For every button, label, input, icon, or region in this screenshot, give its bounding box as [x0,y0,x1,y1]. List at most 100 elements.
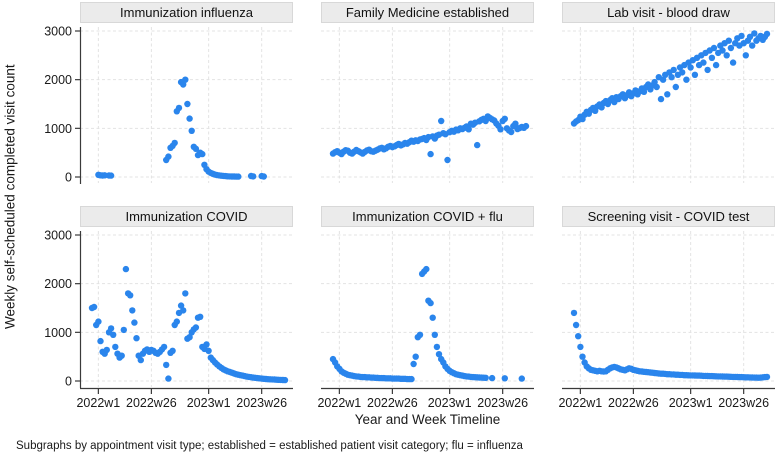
data-point [188,127,195,134]
data-point [738,32,745,40]
scatter-canvas: 2022w1 2022w26 2023w1 2023w26 [558,231,775,410]
data-point [110,331,117,338]
panel-immunization-covid: Immunization COVID 0 1000 2000 3000 2022w1 20… [44,206,293,410]
data-point [687,64,694,71]
data-point [107,172,115,179]
panel-immunization-influenza: Immunization influenza 0 1000 2000 3000 [44,2,293,186]
data-point [749,42,756,49]
data-point [700,59,707,66]
data-point [501,115,508,123]
data-point [165,153,172,160]
panel-title-strip: Immunization COVID [80,206,293,227]
data-point [465,126,472,133]
data-point [719,47,726,54]
x-axis-title: Year and Week Timeline [354,412,501,427]
data-point [120,326,127,334]
data-point [160,343,168,351]
data-point [416,331,424,338]
data-point [169,347,176,354]
y-tick-label: 3000 [44,229,72,243]
x-tick-label: 2023w1 [428,396,472,410]
data-point [103,346,110,354]
data-point [670,66,677,74]
data-point [107,325,115,332]
data-point [433,343,441,351]
data-point [668,74,675,81]
data-point [763,30,771,38]
data-point [653,83,660,91]
data-point [127,292,134,299]
data-point [577,343,584,351]
data-point [679,69,686,76]
data-point [177,302,185,309]
data-point [501,375,508,382]
x-tick-label: 2022w1 [558,396,602,410]
panel-immunization-covid-flu: Immunization COVID + flu 2022w1 2022w26 20… [317,206,534,410]
x-tick-label: 2022w26 [367,396,418,410]
x-tick-label: 2022w1 [76,396,120,410]
y-tick-label: 3000 [44,25,72,39]
data-point [427,150,434,158]
y-tick-label: 1000 [44,122,72,136]
data-point [205,347,212,354]
data-point [522,122,530,130]
data-point [412,353,419,360]
data-point [131,319,138,326]
data-point [570,309,578,317]
data-point [410,360,417,368]
panels-grid: Immunization influenza 0 1000 2000 3000 Fam… [44,2,775,410]
data-point [431,331,438,338]
data-point [725,37,732,44]
data-point [192,324,200,331]
data-point [112,343,119,351]
data-point [664,91,671,98]
panel-title: Immunization COVID + flu [352,209,503,224]
data-point [427,299,434,307]
data-point [95,318,102,325]
y-tick-label: 0 [65,171,72,185]
panel-title-strip: Immunization COVID + flu [321,206,534,227]
panel-family-medicine-established: Family Medicine established [321,2,534,186]
data-point [122,265,130,273]
panel-title-strip: Immunization influenza [80,2,293,23]
data-point [90,303,98,311]
data-point [729,59,737,66]
data-point [235,173,242,180]
data-point [118,352,125,359]
data-point [488,374,496,382]
data-point [751,30,758,37]
data-point [651,78,658,86]
data-point [173,318,180,325]
panel-title-strip: Lab visit - blood draw [562,2,775,23]
y-axis-title: Weekly self-scheduled completed visit co… [2,64,18,330]
panel-screening-visit-covid-test: Screening visit - COVID test 2022w1 2022w… [558,206,775,410]
data-point [672,83,679,91]
x-tick-label: 2022w26 [126,396,177,410]
data-point [712,61,720,69]
y-tick-label: 1000 [44,326,72,340]
data-point [137,356,144,364]
data-point [133,335,140,342]
x-tick-label: 2023w26 [236,396,287,410]
data-point [497,126,504,133]
data-point [444,156,451,164]
data-point [408,375,415,383]
data-point [708,54,716,61]
data-point [129,307,136,314]
panel-title: Family Medicine established [345,5,510,20]
x-tick-label: 2023w26 [718,396,769,410]
data-point [508,128,515,136]
panel-title: Immunization COVID [125,209,248,224]
y-tick-label: 0 [65,375,72,389]
data-point [182,290,189,297]
data-point [683,76,690,83]
data-point [197,313,204,320]
data-point [474,141,481,149]
data-point [203,341,210,348]
figure-footnote: Subgraphs by appointment visit type; est… [16,440,523,452]
x-tick-label: 2023w1 [669,396,713,410]
y-tick-label: 2000 [44,277,72,291]
data-point [572,321,580,329]
data-point [691,71,699,78]
